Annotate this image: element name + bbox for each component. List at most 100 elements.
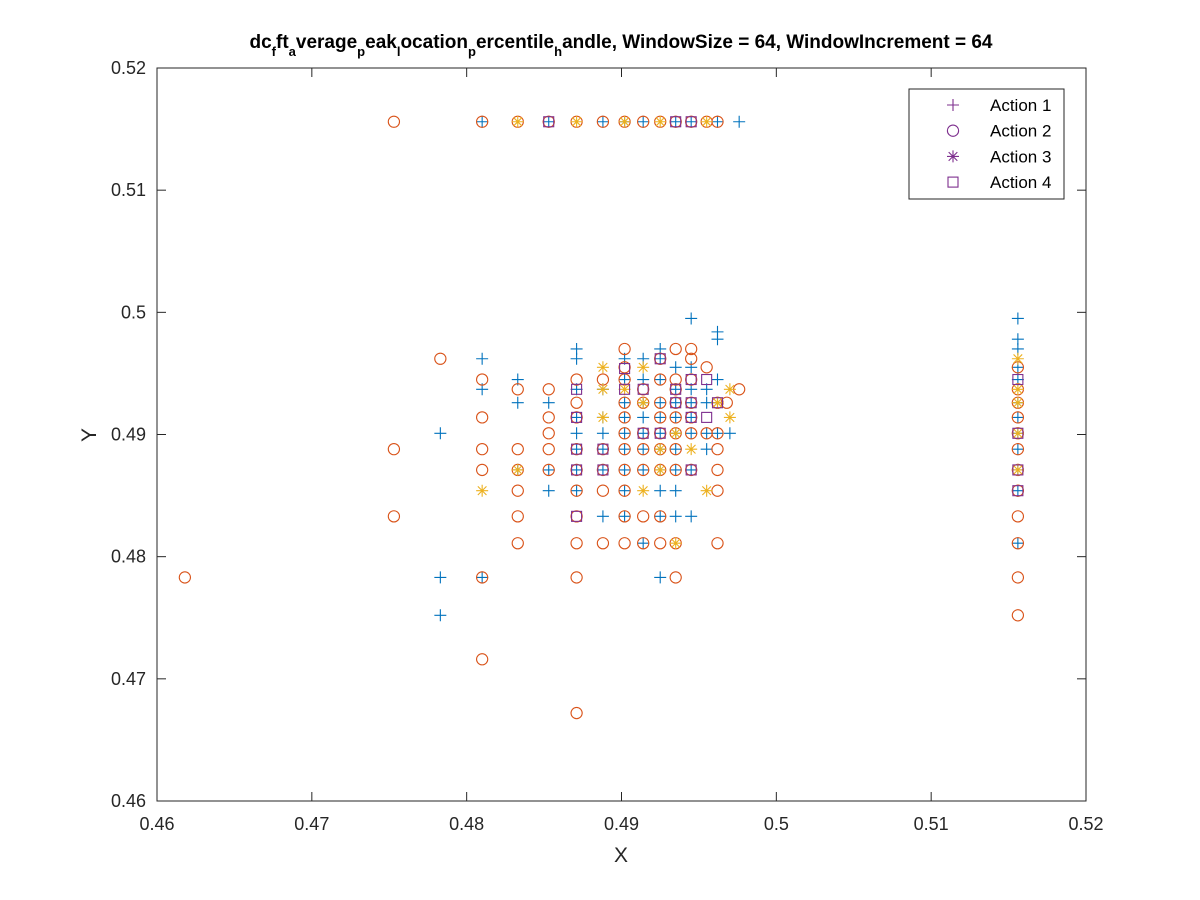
data-point xyxy=(618,510,631,523)
data-point xyxy=(434,352,447,365)
x-axis-label: X xyxy=(614,844,628,867)
data-point xyxy=(685,396,698,409)
data-point xyxy=(654,411,667,424)
data-point xyxy=(570,427,583,440)
data-point xyxy=(570,537,583,550)
title-part: eak xyxy=(365,32,397,53)
legend-marker xyxy=(947,150,959,163)
data-point xyxy=(711,427,724,440)
legend: Action 1 Action 2 Action 3 Action 4 xyxy=(908,88,1065,200)
data-point xyxy=(476,115,489,128)
data-point xyxy=(618,510,631,523)
data-point xyxy=(723,383,736,396)
data-point xyxy=(685,464,697,476)
data-point xyxy=(1011,312,1024,325)
data-point xyxy=(570,411,583,424)
data-point xyxy=(685,427,698,440)
data-point xyxy=(475,443,489,456)
legend-marker xyxy=(947,176,959,188)
x-tick-label: 0.51 xyxy=(914,814,949,834)
data-point xyxy=(596,427,609,440)
data-point xyxy=(511,463,524,476)
data-point xyxy=(1011,609,1025,622)
data-point xyxy=(511,510,524,523)
data-point xyxy=(571,510,583,522)
data-point xyxy=(476,484,489,497)
data-point xyxy=(669,361,682,374)
data-point xyxy=(1011,352,1024,365)
data-point xyxy=(669,411,682,424)
data-point xyxy=(618,342,631,356)
data-point xyxy=(618,463,631,477)
data-point xyxy=(434,427,447,440)
data-point xyxy=(618,463,631,476)
data-point xyxy=(570,396,583,409)
data-point xyxy=(570,352,583,365)
data-point xyxy=(618,396,631,409)
y-tick-label: 0.49 xyxy=(111,425,146,445)
data-point xyxy=(654,463,667,476)
data-point xyxy=(685,115,698,128)
data-point xyxy=(669,571,682,584)
data-point xyxy=(618,443,631,456)
y-tick-label: 0.47 xyxy=(111,669,146,689)
data-point xyxy=(475,411,489,424)
data-point xyxy=(654,571,667,584)
x-tick-label: 0.49 xyxy=(604,814,639,834)
data-point xyxy=(597,443,609,455)
data-point xyxy=(685,396,698,409)
data-point xyxy=(723,411,736,424)
data-point xyxy=(711,427,724,440)
data-marks xyxy=(178,115,1025,720)
data-point xyxy=(387,510,401,523)
data-point xyxy=(711,537,724,550)
data-point xyxy=(654,396,667,409)
data-point xyxy=(637,411,650,424)
data-point xyxy=(571,443,583,455)
data-point xyxy=(669,427,682,440)
y-tick-label: 0.52 xyxy=(111,58,146,78)
legend-label: Action 4 xyxy=(990,173,1051,192)
data-point xyxy=(1011,537,1025,550)
data-point xyxy=(685,427,698,440)
data-point xyxy=(669,411,682,424)
data-point xyxy=(685,342,698,356)
legend-box xyxy=(908,88,1065,200)
data-point xyxy=(570,411,583,424)
data-point xyxy=(596,383,609,396)
data-point xyxy=(700,396,713,409)
data-point xyxy=(570,443,583,456)
data-point xyxy=(596,463,609,476)
data-point xyxy=(685,373,697,386)
data-point xyxy=(700,443,713,456)
data-point xyxy=(654,353,666,365)
data-point xyxy=(1011,443,1024,456)
data-point xyxy=(570,484,583,497)
data-point xyxy=(596,443,609,456)
data-point xyxy=(1012,485,1024,497)
data-point xyxy=(476,352,489,365)
data-point xyxy=(475,373,489,386)
data-point xyxy=(711,396,724,409)
data-point xyxy=(670,116,682,128)
data-point xyxy=(637,463,650,476)
data-point xyxy=(669,463,682,477)
data-point xyxy=(637,115,650,128)
data-point xyxy=(618,115,631,128)
data-point xyxy=(669,443,682,456)
data-point xyxy=(618,361,631,374)
legend-marker xyxy=(946,124,960,137)
data-point xyxy=(654,352,667,365)
data-point xyxy=(1012,373,1024,386)
data-point xyxy=(685,463,698,477)
data-point xyxy=(637,537,650,550)
title-part: h xyxy=(554,44,562,59)
data-point xyxy=(685,510,698,523)
data-point xyxy=(1011,411,1024,424)
data-point xyxy=(637,115,650,128)
data-point xyxy=(596,115,610,128)
title-part: andle, WindowSize = 64, WindowIncrement … xyxy=(562,32,993,53)
data-point xyxy=(685,352,698,365)
data-point xyxy=(669,463,682,476)
x-tick-label: 0.47 xyxy=(294,814,329,834)
